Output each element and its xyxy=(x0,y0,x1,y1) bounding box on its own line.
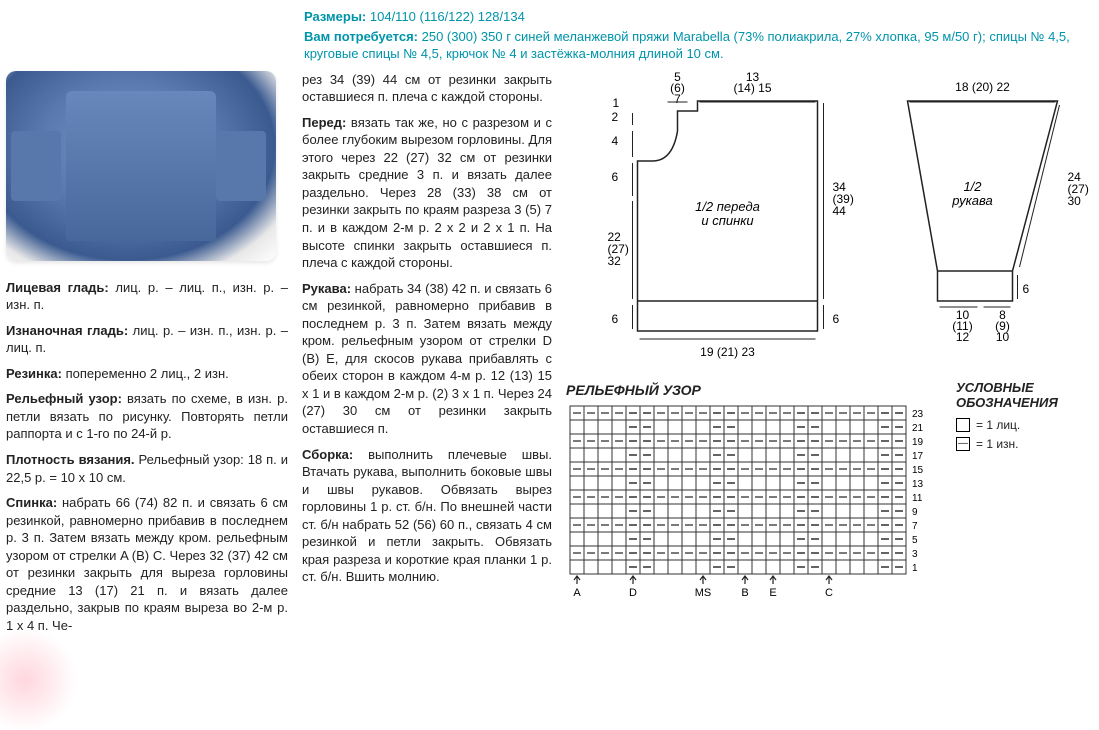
svg-text:1: 1 xyxy=(613,96,620,110)
sizes-value: 104/110 (116/122) 128/134 xyxy=(370,9,525,24)
legend-item: = 1 лиц. xyxy=(956,417,1089,433)
gauge-label: Плотность вязания. xyxy=(6,452,135,467)
svg-text:13(14) 15: 13(14) 15 xyxy=(733,71,771,95)
sweater-photo xyxy=(6,71,276,261)
svg-text:A: A xyxy=(573,587,581,599)
column-right: 1/2 передаи спинки 1 5(6)7 13(14) 15 2 4… xyxy=(566,71,1089,694)
schematic-diagram: 1/2 передаи спинки 1 5(6)7 13(14) 15 2 4… xyxy=(566,71,1089,371)
relief-label: Рельефный узор: xyxy=(6,391,122,406)
svg-text:1: 1 xyxy=(912,563,918,574)
svg-text:7: 7 xyxy=(912,521,918,532)
svg-text:D: D xyxy=(629,587,637,599)
svg-text:B: B xyxy=(741,587,748,599)
svg-text:1/2 передаи спинки: 1/2 передаи спинки xyxy=(695,199,760,228)
svg-text:2: 2 xyxy=(612,110,619,124)
svg-text:3: 3 xyxy=(912,549,918,560)
svg-text:1/2рукава: 1/2рукава xyxy=(951,179,992,208)
svg-text:6: 6 xyxy=(612,170,619,184)
svg-text:23: 23 xyxy=(912,409,924,420)
need-text: 250 (300) 350 г синей меланжевой пряжи M… xyxy=(304,29,1070,62)
knit-label: Лицевая гладь: xyxy=(6,280,109,295)
legend-title: УСЛОВНЫЕ ОБОЗНАЧЕНИЯ xyxy=(956,381,1089,411)
purl-label: Изнаночная гладь: xyxy=(6,323,128,338)
svg-text:8(9)10: 8(9)10 xyxy=(995,308,1010,344)
svg-text:11: 11 xyxy=(912,493,923,504)
column-middle: рез 34 (39) 44 см от резинки закрыть ост… xyxy=(302,71,566,694)
svg-text:17: 17 xyxy=(912,451,924,462)
svg-text:6: 6 xyxy=(833,312,840,326)
need-label: Вам потребуется: xyxy=(304,29,418,44)
svg-text:19: 19 xyxy=(912,437,924,448)
svg-text:13: 13 xyxy=(912,479,924,490)
knitting-chart: 23 21 19 17 15 13 11 9 7 5 3 1 A D MS B E C xyxy=(566,402,938,612)
legend-block: УСЛОВНЫЕ ОБОЗНАЧЕНИЯ = 1 лиц. —= 1 изн. xyxy=(956,381,1089,616)
chart-title: РЕЛЬЕФНЫЙ УЗОР xyxy=(566,381,938,400)
svg-text:10(11)12: 10(11)12 xyxy=(952,308,972,344)
svg-text:4: 4 xyxy=(612,134,619,148)
svg-text:5(6)7: 5(6)7 xyxy=(670,71,685,106)
svg-text:6: 6 xyxy=(1023,282,1030,296)
back-label: Спинка: xyxy=(6,495,57,510)
sizes-label: Размеры: xyxy=(304,9,366,24)
svg-text:9: 9 xyxy=(912,507,918,518)
sleeve-label: Рукава: xyxy=(302,281,351,296)
svg-text:MS: MS xyxy=(695,587,712,599)
svg-text:19 (21) 23: 19 (21) 23 xyxy=(700,345,755,359)
chart-grid-wrap: РЕЛЬЕФНЫЙ УЗОР 23 21 19 17 15 13 11 9 7 5 3 1 A D MS B E… xyxy=(566,381,938,616)
svg-text:5: 5 xyxy=(912,535,918,546)
header-block: Размеры: 104/110 (116/122) 128/134 Вам п… xyxy=(6,6,1089,65)
svg-text:22(27)32: 22(27)32 xyxy=(608,230,629,268)
svg-text:24(27)30: 24(27)30 xyxy=(1068,170,1089,208)
rib-label: Резинка: xyxy=(6,366,62,381)
svg-text:C: C xyxy=(825,587,833,599)
svg-text:E: E xyxy=(769,587,776,599)
assembly-label: Сборка: xyxy=(302,447,353,462)
legend-item: —= 1 изн. xyxy=(956,436,1089,452)
front-label: Перед: xyxy=(302,115,346,130)
column-left: Лицевая гладь: лиц. р. – лиц. п., изн. р… xyxy=(6,71,302,694)
svg-text:21: 21 xyxy=(912,423,924,434)
svg-text:18 (20) 22: 18 (20) 22 xyxy=(955,80,1010,94)
svg-text:15: 15 xyxy=(912,465,924,476)
svg-text:34(39)44: 34(39)44 xyxy=(833,180,854,218)
svg-text:6: 6 xyxy=(612,312,619,326)
